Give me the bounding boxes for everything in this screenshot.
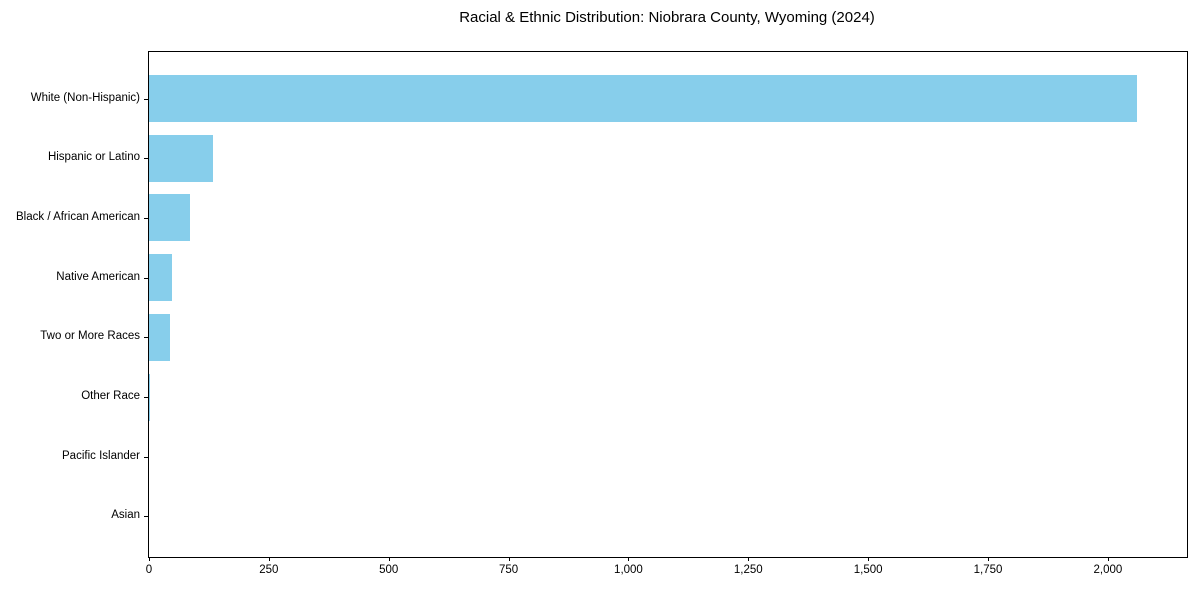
bar-white-non-hispanic [149,75,1137,122]
y-tick-label-asian: Asian [111,509,140,522]
x-tick-label-1-750: 1,750 [973,564,1003,576]
y-axis-tick [144,98,148,100]
x-tick-label-250: 250 [259,564,279,576]
x-tick-label-1-000: 1,000 [614,564,643,576]
y-tick-label-native-american: Native American [56,270,140,283]
bar-black-african-american [149,194,190,242]
y-axis-tick [144,337,148,339]
x-axis-tick [988,557,990,561]
x-tick-label-750: 750 [498,564,519,576]
x-tick-label-0: 0 [145,564,153,576]
x-axis-tick [748,557,750,561]
x-tick-label-1-250: 1,250 [733,564,763,576]
y-axis-tick [144,516,148,518]
y-axis-tick [144,277,148,279]
y-tick-label-pacific-islander: Pacific Islander [62,449,140,462]
y-tick-label-hispanic-or-latino: Hispanic or Latino [47,151,140,164]
x-axis-tick [268,557,270,561]
bar-native-american [149,254,173,302]
y-axis-tick [144,456,148,458]
y-axis-tick [144,397,148,398]
bar-hispanic-or-latino [149,134,213,182]
plot-area: 0 250 500 750 1,000 1,250 1,500 1,750 2,000 [144,51,1188,576]
y-tick-label-black-african-american: Black / African American [16,210,140,223]
x-axis-tick [628,557,630,561]
bar-other-race [149,373,150,421]
x-axis-tick [1107,557,1109,561]
y-tick-label-white-non-hispanic: White (Non-Hispanic) [30,91,140,104]
x-axis-tick [508,557,510,561]
x-axis-tick [149,557,150,561]
x-axis-tick [388,557,390,561]
x-tick-label-2-000: 2,000 [1093,564,1123,576]
chart-title: Racial & Ethnic Distribution: Niobrara C… [459,9,875,26]
y-tick-label-two-or-more-races: Two or More Races [40,330,140,343]
bar-two-or-more-races [149,313,171,361]
y-tick-label-other-race: Other Race [81,390,140,402]
y-axis-tick [144,158,148,160]
y-axis-tick [144,217,148,219]
x-tick-label-500: 500 [379,564,399,576]
x-tick-label-1-500: 1,500 [853,564,883,576]
x-axis-tick [868,557,870,561]
